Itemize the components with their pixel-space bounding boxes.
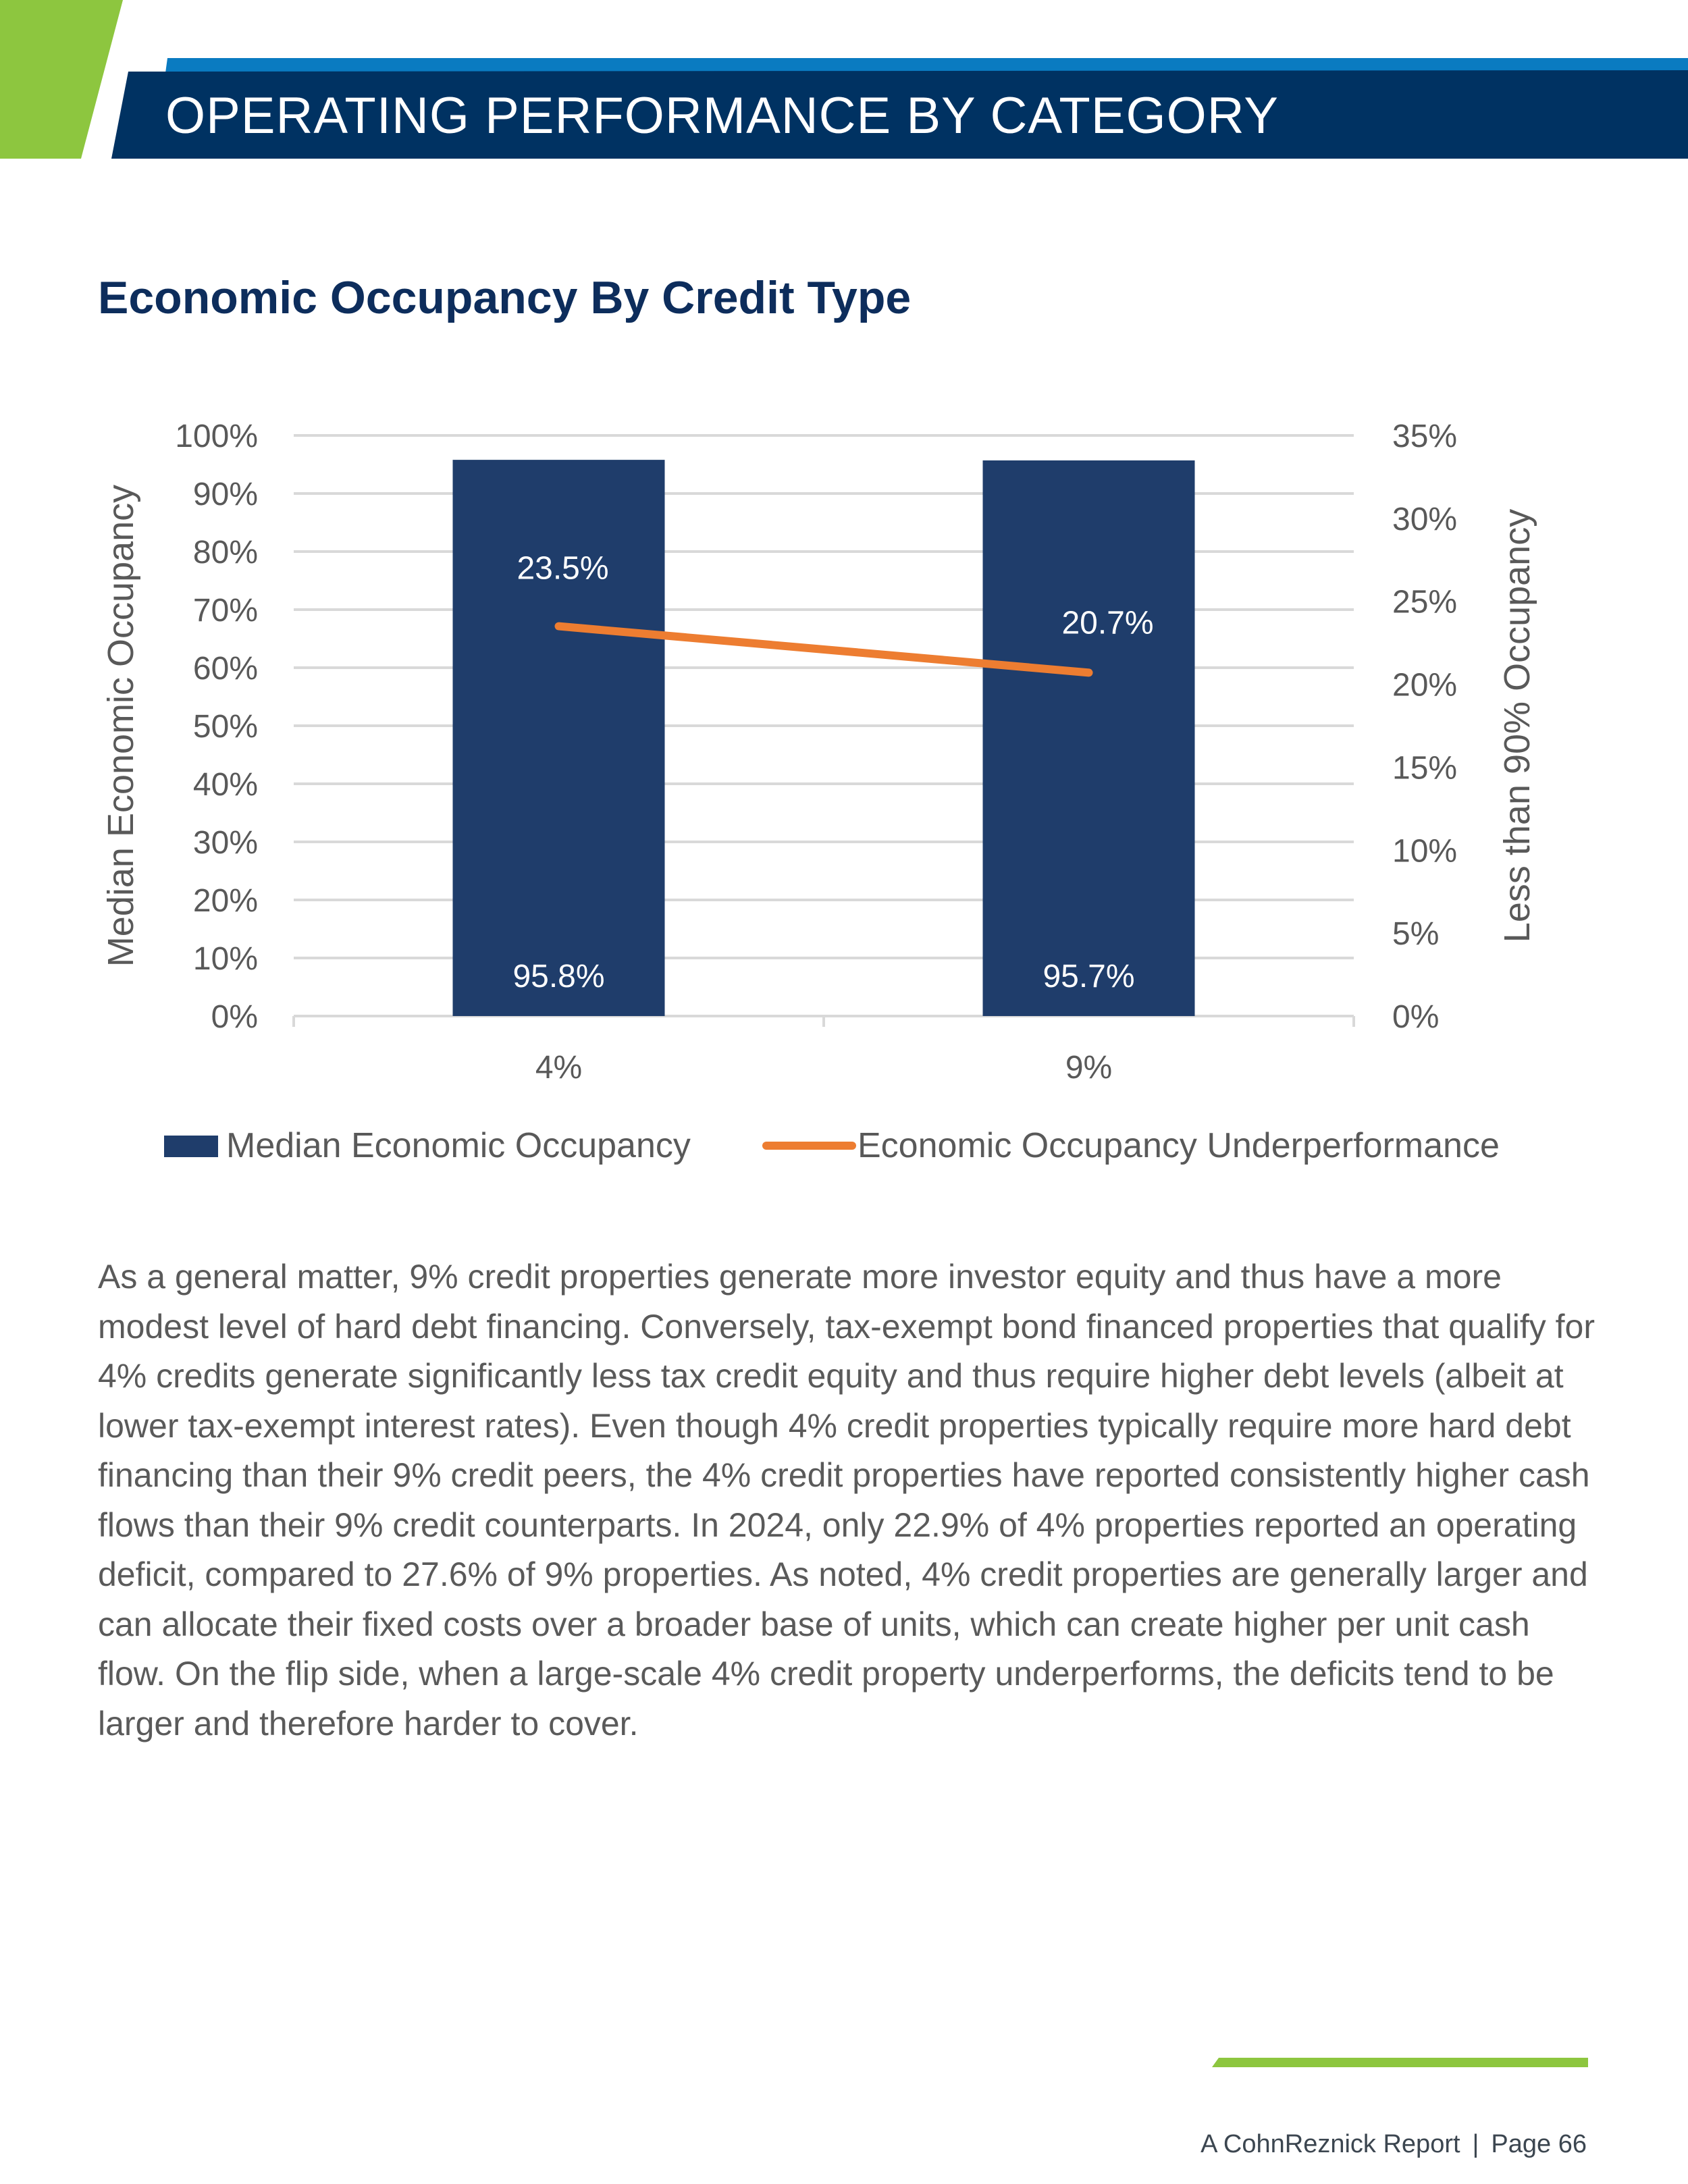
legend-label-bar: Median Economic Occupancy xyxy=(226,1126,691,1165)
y-tick-label: 30% xyxy=(193,825,258,861)
y2-tick-label: 10% xyxy=(1392,833,1457,869)
y2-tick-label: 35% xyxy=(1392,419,1457,454)
y2-tick-label: 30% xyxy=(1392,502,1457,537)
y2-tick-label: 5% xyxy=(1392,916,1439,952)
chart-title: Economic Occupancy By Credit Type xyxy=(98,272,912,323)
x-tick-label: 4% xyxy=(535,1050,582,1086)
y2-axis-title: Less than 90% Occupancy xyxy=(1497,509,1537,942)
y-tick-label: 80% xyxy=(193,535,258,570)
x-tick-label: 9% xyxy=(1065,1050,1112,1086)
y-axis-title: Median Economic Occupancy xyxy=(101,485,141,967)
line-data-label: 23.5% xyxy=(517,551,608,587)
y-tick-label: 70% xyxy=(193,593,258,629)
bar-9% xyxy=(982,460,1195,1016)
bar-4% xyxy=(452,460,665,1016)
bar-data-label: 95.7% xyxy=(1043,959,1134,994)
y2-tick-label: 25% xyxy=(1392,585,1457,620)
body-paragraph: As a general matter, 9% credit propertie… xyxy=(98,1258,1595,1742)
blue-strip xyxy=(165,58,1688,73)
y2-tick-label: 0% xyxy=(1392,999,1439,1035)
y-tick-label: 40% xyxy=(193,767,258,803)
bar-data-label: 95.8% xyxy=(512,959,604,994)
section-title: OPERATING PERFORMANCE BY CATEGORY xyxy=(165,87,1279,144)
y-tick-label: 60% xyxy=(193,651,258,687)
y2-tick-label: 20% xyxy=(1392,668,1457,703)
footer-report: A CohnReznick Report xyxy=(1201,2130,1460,2158)
legend-label-line: Economic Occupancy Underperformance xyxy=(858,1126,1500,1165)
green-accent xyxy=(0,0,123,159)
footer-separator: | xyxy=(1472,2130,1479,2158)
y-tick-label: 100% xyxy=(175,419,258,454)
page-number: Page 66 xyxy=(1491,2130,1587,2158)
y-tick-label: 20% xyxy=(193,883,258,919)
chart: 0% 10% 20% 30% 40% 50% 60% 70% 80% 90% 100% 0% 5% 10%… xyxy=(101,419,1537,1165)
underperformance-line xyxy=(554,622,1093,677)
footer: A CohnReznick Report | Page 66 xyxy=(1201,2130,1587,2159)
footer-rule xyxy=(1212,2058,1588,2067)
line-data-label: 20.7% xyxy=(1061,605,1153,641)
navy-bar xyxy=(111,70,1688,159)
legend-swatch-bar xyxy=(164,1136,218,1157)
y-tick-label: 0% xyxy=(211,999,258,1035)
y-tick-label: 90% xyxy=(193,477,258,512)
y-tick-label: 10% xyxy=(193,941,258,977)
y-tick-label: 50% xyxy=(193,709,258,745)
y2-tick-label: 15% xyxy=(1392,750,1457,786)
header-banner xyxy=(0,0,1688,159)
